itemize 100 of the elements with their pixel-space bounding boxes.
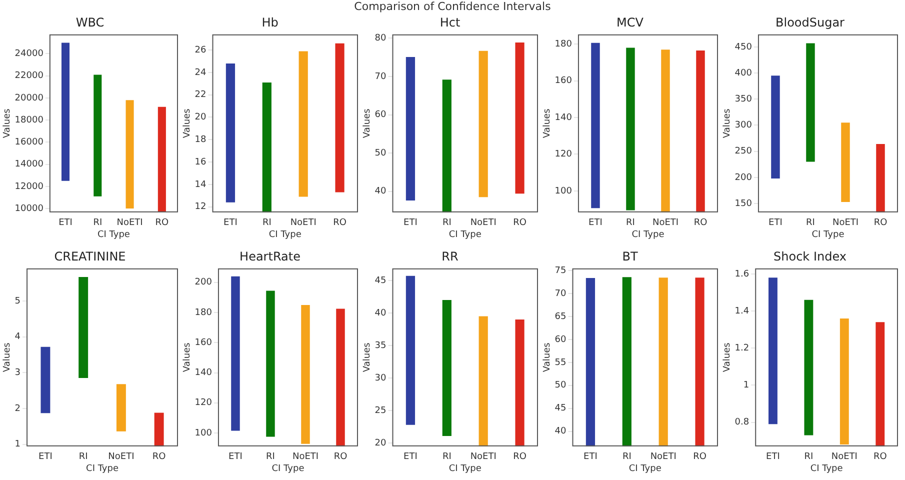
y-tick-label: 1	[14, 440, 21, 450]
y-tick-label: 180	[554, 39, 572, 50]
y-tick-label: 30	[374, 373, 387, 384]
y-tick-label: 18000	[14, 115, 44, 126]
y-tick-label: 200	[734, 172, 752, 183]
x-axis-title: CI Type	[628, 464, 662, 474]
x-tick-label: ETI	[404, 218, 418, 228]
y-tick-label: 70	[554, 288, 567, 299]
y-tick-label: 350	[734, 94, 752, 104]
y-tick-label: 160	[554, 76, 572, 86]
x-tick-label: NoETI	[292, 452, 319, 462]
y-tick-label: 200	[194, 278, 212, 288]
chart-title: Shock Index	[774, 249, 846, 264]
x-tick-label: NoETI	[650, 452, 676, 462]
x-tick-label: RO	[513, 218, 526, 228]
chart-title: HeartRate	[240, 249, 300, 264]
y-tick-label: 35	[374, 340, 386, 351]
x-axis-title: CI Type	[86, 464, 119, 474]
bar	[301, 304, 310, 444]
bar	[515, 319, 524, 446]
x-tick-label: RO	[694, 218, 708, 228]
y-tick-label: 40	[374, 186, 387, 197]
x-tick-label: NoETI	[116, 218, 143, 228]
x-tick-label: RI	[78, 452, 88, 462]
x-tick-label: NoETI	[470, 452, 496, 462]
x-tick-label: RO	[334, 452, 348, 462]
y-tick-label: 40	[374, 308, 387, 318]
x-tick-label: ETI	[228, 452, 242, 462]
bar	[61, 42, 70, 181]
y-tick-label: 70	[374, 72, 387, 82]
y-tick-label: 300	[734, 120, 752, 131]
x-tick-label: ETI	[38, 452, 52, 462]
y-tick-label: 150	[734, 198, 752, 209]
y-axis-title: Values	[722, 342, 733, 372]
bar	[406, 56, 416, 201]
bar	[158, 106, 166, 212]
y-tick-label: 5	[14, 296, 21, 306]
chart-title: CREATININE	[54, 249, 126, 264]
x-axis-title: CI Type	[812, 230, 845, 240]
y-axis-title: Values	[182, 342, 193, 372]
y-tick-label: 180	[194, 308, 212, 318]
y-axis-title: Values	[2, 342, 13, 372]
chart-title: WBC	[76, 15, 104, 30]
y-tick-label: 120	[194, 398, 212, 408]
y-tick-label: 16	[194, 157, 207, 168]
text: Comparison of Confidence Intervals	[353, 0, 552, 14]
y-axis-title: Values	[2, 108, 13, 138]
bar	[226, 64, 236, 202]
y-tick-label: 160	[194, 338, 212, 348]
x-tick-label: RI	[93, 218, 102, 228]
x-tick-label: RI	[442, 218, 452, 228]
bar	[266, 290, 275, 437]
bar	[335, 43, 344, 192]
bar	[40, 346, 50, 414]
bar	[298, 51, 308, 197]
y-tick-label: 75	[554, 266, 566, 276]
y-tick-label: 45	[554, 404, 566, 414]
bar	[126, 100, 134, 209]
x-tick-label: NoETI	[470, 218, 496, 228]
y-tick-label: 40	[554, 426, 567, 437]
chart-title: Hct	[440, 15, 460, 30]
y-tick-label: 50	[554, 380, 567, 391]
x-tick-label: RO	[693, 452, 706, 462]
y-tick-label: 3	[14, 368, 21, 378]
bar	[876, 144, 885, 212]
x-tick-label: NoETI	[832, 218, 859, 228]
x-tick-label: RI	[806, 218, 815, 228]
bar	[804, 300, 814, 436]
y-axis-title: Values	[542, 342, 553, 372]
y-tick-label: 400	[734, 68, 752, 78]
bar	[336, 308, 345, 446]
bar	[840, 318, 849, 445]
bar	[876, 322, 885, 446]
bar	[406, 276, 416, 425]
bar	[515, 42, 524, 194]
y-tick-label: 24000	[14, 49, 44, 60]
chart-title: MCV	[616, 15, 644, 30]
bar	[806, 43, 815, 162]
y-tick-label: 450	[734, 42, 752, 52]
bar	[231, 276, 240, 431]
x-axis-title: CI Type	[632, 230, 665, 240]
bar	[442, 300, 452, 436]
bar	[116, 384, 126, 432]
y-tick-label: 120	[554, 150, 572, 160]
x-tick-label: RI	[262, 218, 272, 228]
x-tick-label: RO	[155, 218, 169, 228]
y-tick-label: 0.8	[734, 418, 750, 428]
x-tick-label: RO	[152, 452, 166, 462]
y-tick-label: 16000	[14, 138, 44, 148]
y-tick-label: 26	[194, 45, 207, 56]
y-tick-label: 140	[554, 112, 572, 123]
x-tick-label: NoETI	[652, 218, 679, 228]
x-tick-label: RO	[513, 452, 526, 462]
y-tick-label: 100	[554, 186, 572, 196]
y-tick-label: 1.2	[734, 343, 750, 354]
y-tick-label: 250	[734, 146, 752, 157]
y-tick-label: 18	[194, 134, 207, 145]
bar	[771, 76, 780, 178]
x-tick-label: RI	[804, 452, 814, 462]
bar	[78, 276, 88, 378]
